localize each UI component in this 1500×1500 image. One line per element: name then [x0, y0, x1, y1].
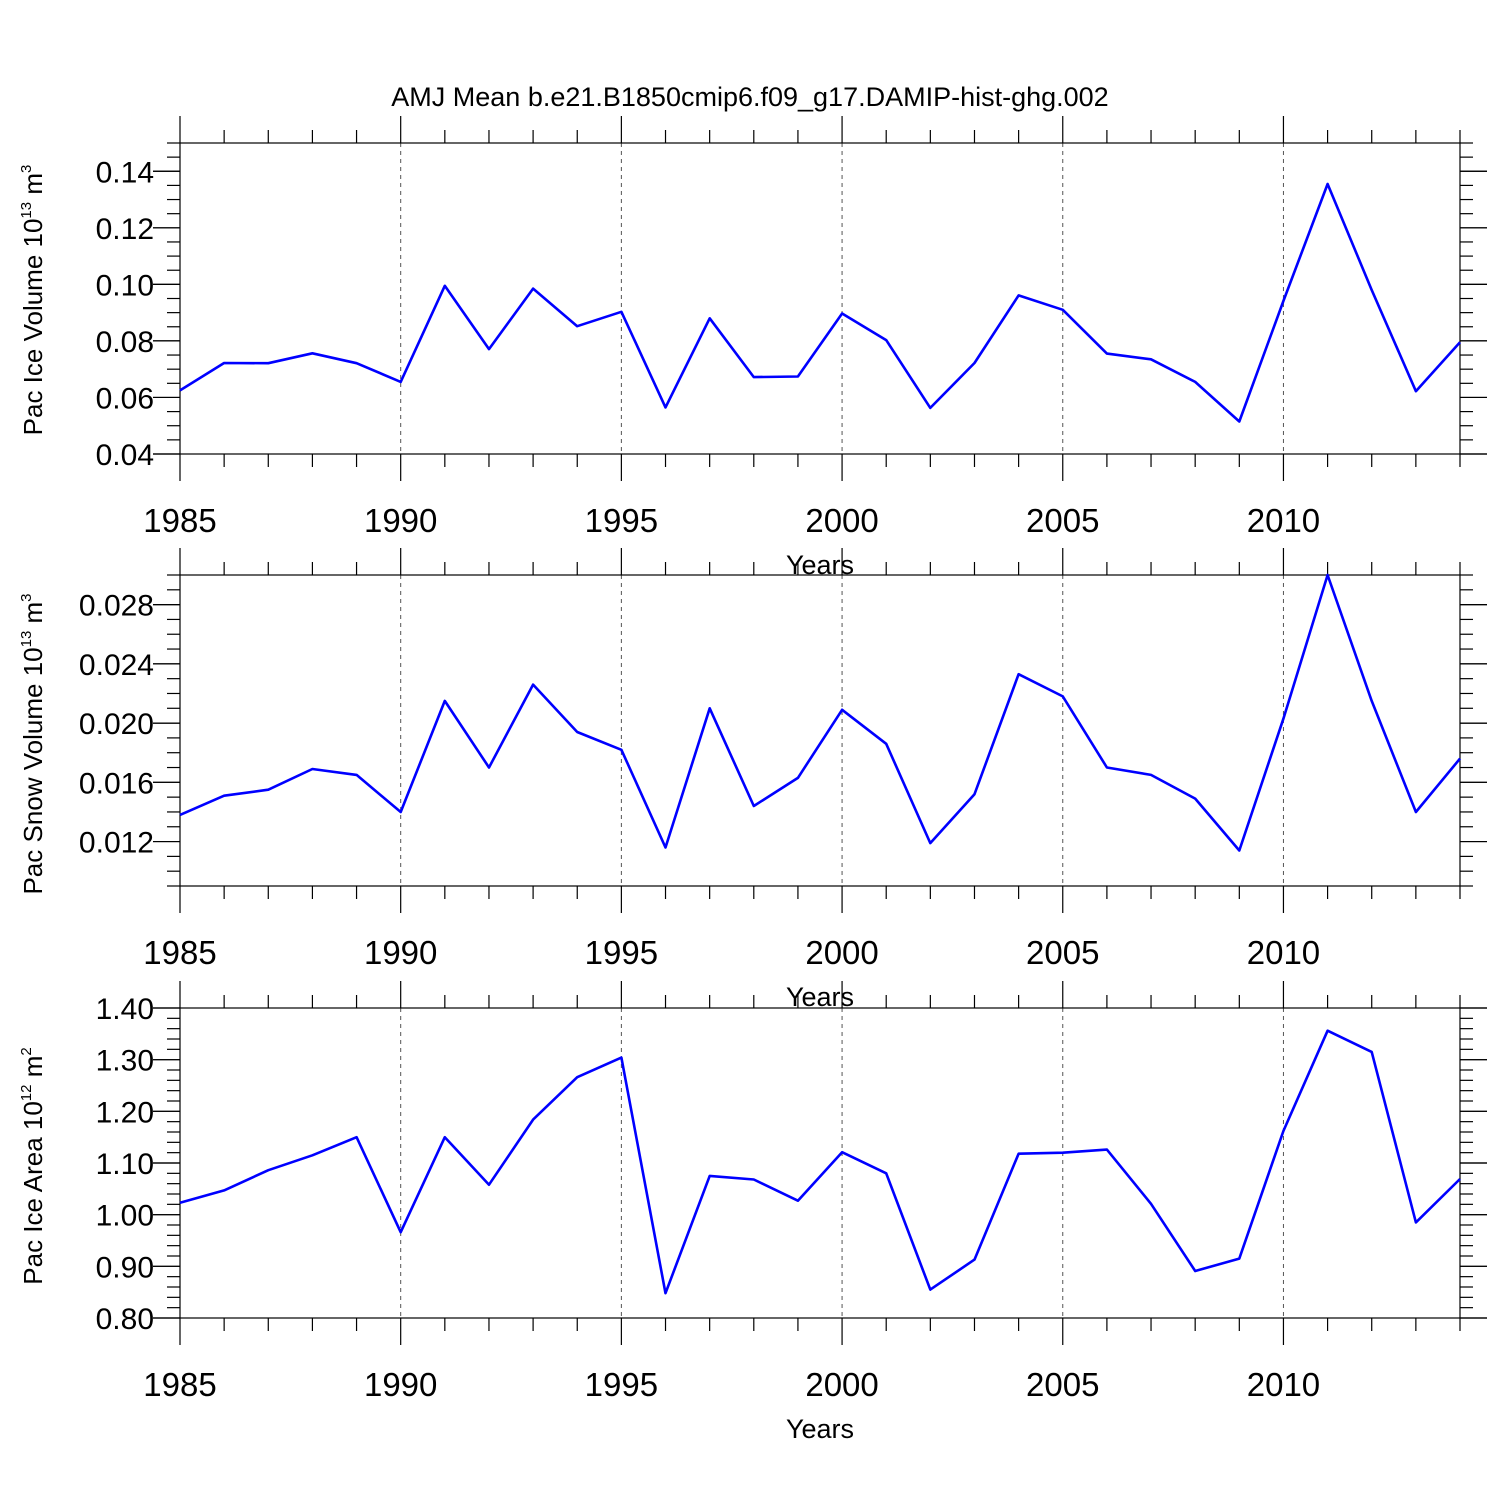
y-axis-title: Pac Ice Volume 1013 m3: [18, 165, 48, 436]
y-axis-title-main: Pac Ice Area 10: [18, 1101, 48, 1285]
x-tick-label: 1985: [143, 502, 216, 539]
y-tick-label: 1.20: [96, 1096, 154, 1129]
x-tick-label: 2000: [805, 502, 878, 539]
x-tick-label: 2005: [1026, 934, 1099, 971]
y-axis-title-unit: m: [18, 1056, 48, 1085]
x-axis-title: Years: [786, 1414, 854, 1444]
plot-frame: [179, 1007, 1461, 1319]
y-axis-title-unit-exp: 2: [18, 1047, 35, 1055]
x-tick-label: 1985: [143, 934, 216, 971]
x-tick-label: 2005: [1026, 1366, 1099, 1403]
y-tick-label: 0.14: [96, 156, 154, 189]
y-axis-title-main: Pac Ice Volume 10: [18, 219, 48, 436]
series-line: [179, 182, 1461, 423]
y-axis-title-unit-exp: 3: [18, 593, 35, 601]
y-axis-title: Pac Snow Volume 1013 m3: [18, 593, 48, 894]
y-tick-label: 0.028: [79, 590, 154, 623]
y-tick-label: 1.40: [96, 993, 154, 1026]
figure-title: AMJ Mean b.e21.B1850cmip6.f09_g17.DAMIP-…: [391, 82, 1108, 112]
y-tick-label: 0.80: [96, 1303, 154, 1336]
x-tick-label: 2010: [1247, 934, 1320, 971]
y-axis-title-unit: m: [18, 602, 48, 631]
y-tick-label: 0.020: [79, 708, 154, 741]
x-tick-label: 1995: [585, 934, 658, 971]
y-tick-label: 0.90: [96, 1251, 154, 1284]
x-tick-label: 1995: [585, 502, 658, 539]
x-tick-label: 2005: [1026, 502, 1099, 539]
x-tick-label: 1985: [143, 1366, 216, 1403]
y-tick-label: 0.024: [79, 649, 154, 682]
y-axis-title-unit: m: [18, 173, 48, 202]
plot-frame: [179, 142, 1461, 455]
series-line: [179, 573, 1462, 852]
y-axis-title-exp: 12: [18, 1084, 35, 1101]
x-tick-label: 2000: [805, 1366, 878, 1403]
x-tick-label: 2010: [1247, 1366, 1320, 1403]
y-tick-label: 0.04: [96, 439, 154, 472]
x-tick-label: 2010: [1247, 502, 1320, 539]
x-tick-label: 2000: [805, 934, 878, 971]
x-tick-label: 1990: [364, 502, 437, 539]
panel-2: 0.012 0.016 0.020 0.024 0.028 1985 1990 1995 200…: [18, 548, 1487, 1012]
y-axis-title: Pac Ice Area 1012 m2: [18, 1047, 48, 1284]
panel-3: 0.80 0.90 1.00 1.10 1.20 1.30 1.40 1985 1990 1995…: [18, 981, 1487, 1444]
y-tick-label: 1.30: [96, 1045, 154, 1078]
y-tick-label: 0.06: [96, 382, 154, 415]
plot-frame: [179, 574, 1461, 887]
y-tick-label: 1.00: [96, 1200, 154, 1233]
y-tick-label: 0.08: [96, 326, 154, 359]
y-axis-title-main: Pac Snow Volume 10: [18, 647, 48, 894]
panels: 0.04 0.06 0.08 0.10 0.12 0.14 1985 1990 1995 2000…: [18, 116, 1487, 1444]
y-tick-label: 1.10: [96, 1148, 154, 1181]
y-tick-label: 0.12: [96, 213, 154, 246]
y-axis-title-exp: 13: [18, 631, 35, 648]
y-tick-label: 0.012: [79, 827, 154, 860]
x-tick-label: 1990: [364, 1366, 437, 1403]
y-tick-label: 0.10: [96, 269, 154, 302]
series-line: [179, 1029, 1461, 1295]
x-axis-title: Years: [786, 982, 854, 1012]
y-tick-label: 0.016: [79, 767, 154, 800]
x-tick-label: 1990: [364, 934, 437, 971]
y-axis-title-exp: 13: [18, 202, 35, 219]
y-axis-title-unit-exp: 3: [18, 165, 35, 173]
panel-1: 0.04 0.06 0.08 0.10 0.12 0.14 1985 1990 1995 2000…: [18, 116, 1487, 580]
x-tick-label: 1995: [585, 1366, 658, 1403]
